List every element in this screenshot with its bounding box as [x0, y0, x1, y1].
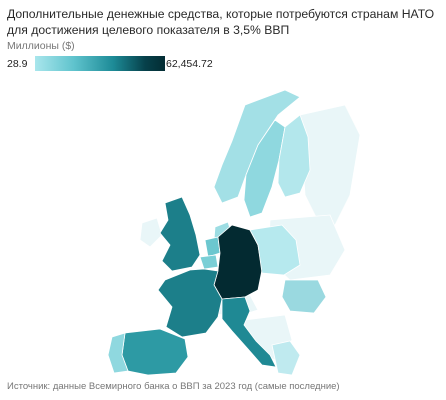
legend-min-label: 28.9	[7, 58, 28, 70]
legend-unit-label: Миллионы ($)	[7, 40, 75, 52]
country-greece	[271, 340, 301, 375]
country-russia-west	[299, 104, 361, 226]
country-romania	[281, 279, 327, 314]
country-portugal	[107, 332, 129, 374]
europe-map	[107, 89, 361, 375]
source-note: Источник: данные Всемирного банка о ВВП …	[7, 381, 340, 392]
country-italy	[221, 296, 277, 368]
country-united-kingdom	[159, 196, 201, 272]
country-finland	[277, 114, 311, 198]
legend-max-label: 62,454.72	[166, 58, 213, 70]
country-spain	[121, 328, 189, 375]
chart-title: Дополнительные денежные средства, которы…	[7, 7, 435, 37]
country-netherlands	[204, 236, 221, 258]
country-belgium	[199, 254, 219, 270]
country-poland	[249, 224, 301, 276]
country-ireland	[139, 217, 163, 248]
legend-gradient-bar	[35, 56, 165, 71]
country-sweden	[243, 119, 286, 218]
country-france	[157, 268, 223, 338]
color-legend: 28.9 62,454.72	[7, 55, 222, 73]
country-germany	[213, 224, 263, 300]
